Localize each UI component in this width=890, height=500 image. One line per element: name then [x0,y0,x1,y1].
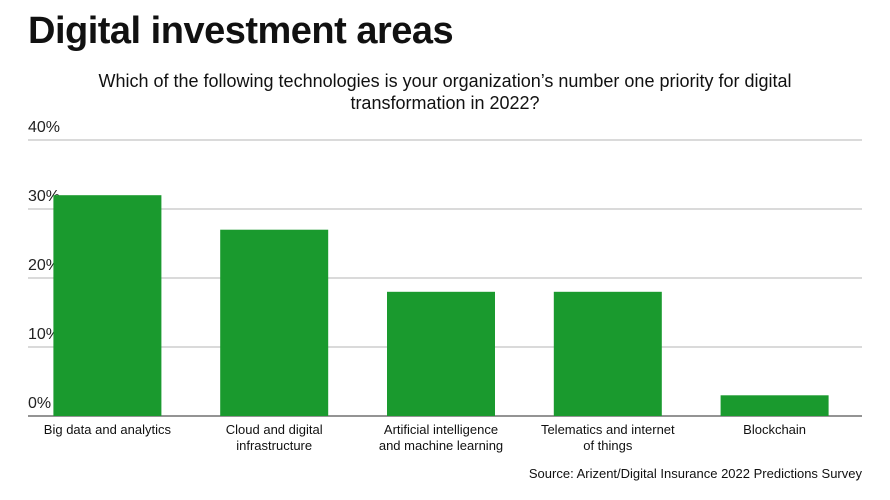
bar [53,195,162,416]
bars [53,195,829,416]
y-tick-label: 20% [28,257,60,274]
bar [387,291,495,416]
x-category-label: Artificial intelligence and machine learn… [379,422,503,453]
y-tick-label: 30% [28,188,60,205]
y-tick-label: 0% [28,395,51,412]
y-axis-tick-labels: 0% 10% 20% 30% 40% [28,119,60,412]
bar [720,395,829,416]
chart-subtitle: Which of the following technologies is y… [98,71,792,113]
x-category-label: Telematics and internet of things [541,422,675,453]
chart-title: Digital investment areas [28,10,454,52]
x-axis-category-labels: Big data and analytics Cloud and digital i… [44,422,806,453]
x-category-label: Big data and analytics [44,422,172,437]
x-category-label: Cloud and digital infrastructure [226,422,323,453]
bar [553,291,662,416]
x-category-label: Blockchain [743,422,806,437]
y-tick-label: 10% [28,326,60,343]
source-note: Source: Arizent/Digital Insurance 2022 P… [528,466,862,481]
y-tick-label: 40% [28,119,60,136]
bar [220,229,329,416]
